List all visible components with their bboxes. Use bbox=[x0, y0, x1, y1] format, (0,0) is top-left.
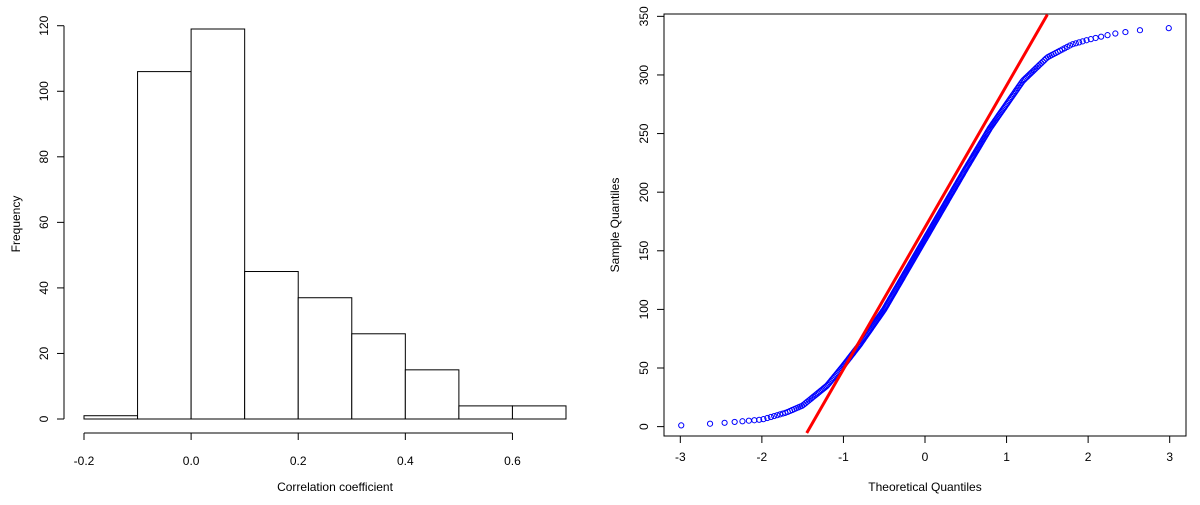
qq-point bbox=[1072, 40, 1079, 47]
qq-y-tick-label: 150 bbox=[637, 240, 651, 260]
qq-y-axis-label: Sample Quantiles bbox=[608, 178, 622, 273]
qq-point bbox=[771, 412, 778, 420]
histogram-x-tick-label: 0.4 bbox=[397, 454, 414, 468]
qq-x-tick-label: -3 bbox=[675, 450, 686, 464]
qq-y-tick-label: 0 bbox=[637, 423, 651, 430]
histogram-y-tick-label: 40 bbox=[37, 281, 51, 295]
histogram-y-tick-label: 120 bbox=[37, 15, 51, 35]
histogram-x-tick-label: 0.0 bbox=[183, 454, 200, 468]
qq-y-tick-label: 200 bbox=[637, 182, 651, 202]
histogram-x-axis-label: Correlation coefficient bbox=[277, 480, 394, 494]
qq-point bbox=[706, 420, 714, 427]
qq-point bbox=[745, 417, 752, 424]
qq-y-tick-label: 250 bbox=[637, 123, 651, 143]
qq-y-tick-label: 100 bbox=[637, 299, 651, 319]
histogram-x-tick-label: 0.6 bbox=[504, 454, 521, 468]
histogram-bar bbox=[458, 405, 513, 420]
qq-point bbox=[1041, 56, 1048, 64]
histogram-bar bbox=[137, 71, 192, 420]
qq-point bbox=[1098, 33, 1105, 40]
qq-x-tick-label: 2 bbox=[1085, 450, 1092, 464]
histogram-y-tick-label: 20 bbox=[37, 346, 51, 360]
qq-x-axis-label: Theoretical Quantiles bbox=[868, 480, 981, 494]
histogram-y-tick-label: 100 bbox=[37, 81, 51, 101]
qq-points bbox=[678, 25, 1172, 429]
qq-reference-line bbox=[805, 13, 1049, 434]
histogram-bar bbox=[190, 28, 246, 420]
qq-x-tick-label: 3 bbox=[1166, 450, 1173, 464]
qq-point bbox=[739, 418, 746, 425]
qq-point bbox=[1069, 41, 1076, 48]
histogram-x-tick-label: -0.2 bbox=[74, 454, 95, 468]
histogram-bar bbox=[297, 297, 353, 420]
qq-point bbox=[760, 416, 767, 423]
histogram-y-tick-label: 0 bbox=[37, 415, 51, 422]
histogram-bar bbox=[404, 369, 460, 420]
qq-point bbox=[1076, 39, 1083, 46]
qq-point bbox=[774, 412, 781, 419]
qq-point bbox=[767, 413, 774, 421]
histogram-bar bbox=[511, 405, 567, 420]
qq-point bbox=[756, 416, 763, 423]
qq-point bbox=[1079, 38, 1086, 45]
qq-y-tick-label: 300 bbox=[637, 65, 651, 85]
qq-point bbox=[721, 419, 728, 426]
qq-point bbox=[1066, 42, 1074, 49]
histogram-bar bbox=[351, 333, 406, 420]
qq-point bbox=[1092, 34, 1099, 42]
qq-x-tick-label: 1 bbox=[1003, 450, 1010, 464]
qq-point bbox=[1038, 60, 1045, 67]
histogram-y-tick-label: 60 bbox=[37, 215, 51, 229]
qq-point bbox=[1122, 28, 1129, 36]
qq-point bbox=[731, 418, 738, 426]
qq-point bbox=[678, 422, 685, 429]
qq-x-tick-label: 0 bbox=[922, 450, 929, 464]
qq-x-tick-label: -2 bbox=[757, 450, 768, 464]
qq-point bbox=[1039, 58, 1046, 65]
qq-y-tick-label: 50 bbox=[637, 361, 651, 375]
histogram-y-tick-label: 80 bbox=[37, 150, 51, 164]
qq-point bbox=[1165, 25, 1172, 32]
qq-x-tick-label: -1 bbox=[838, 450, 849, 464]
qq-point bbox=[1136, 27, 1144, 34]
histogram-y-axis-label: Frequency bbox=[9, 196, 23, 253]
histogram-x-tick-label: 0.2 bbox=[290, 454, 307, 468]
qq-point bbox=[1112, 30, 1119, 37]
qq-point bbox=[1104, 32, 1111, 39]
qq-point bbox=[764, 414, 771, 422]
histogram-bar bbox=[83, 415, 139, 420]
qq-plot-panel: Theoretical Quantiles Sample Quantiles -… bbox=[608, 6, 1187, 494]
qq-point bbox=[1083, 37, 1090, 44]
histogram-bar bbox=[244, 271, 299, 420]
qq-y-tick-label: 350 bbox=[637, 6, 651, 26]
histogram-panel: Correlation coefficient Frequency -0.2 0.… bbox=[9, 15, 567, 494]
